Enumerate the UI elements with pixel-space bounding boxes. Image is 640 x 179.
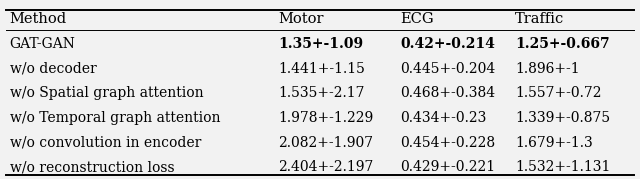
Text: 0.42+-0.214: 0.42+-0.214 <box>400 37 495 51</box>
Text: w/o Spatial graph attention: w/o Spatial graph attention <box>10 86 204 100</box>
Text: 1.339+-0.875: 1.339+-0.875 <box>515 111 611 125</box>
Text: 0.445+-0.204: 0.445+-0.204 <box>400 62 495 76</box>
Text: 2.404+-2.197: 2.404+-2.197 <box>278 160 374 174</box>
Text: Motor: Motor <box>278 12 324 26</box>
Text: w/o Temporal graph attention: w/o Temporal graph attention <box>10 111 220 125</box>
Text: 1.25+-0.667: 1.25+-0.667 <box>515 37 610 51</box>
Text: GAT-GAN: GAT-GAN <box>10 37 76 51</box>
Text: 1.679+-1.3: 1.679+-1.3 <box>515 136 593 150</box>
Text: 0.468+-0.384: 0.468+-0.384 <box>400 86 495 100</box>
Text: 1.35+-1.09: 1.35+-1.09 <box>278 37 364 51</box>
Text: 1.535+-2.17: 1.535+-2.17 <box>278 86 365 100</box>
Text: Method: Method <box>10 12 67 26</box>
Text: w/o decoder: w/o decoder <box>10 62 97 76</box>
Text: 1.557+-0.72: 1.557+-0.72 <box>515 86 602 100</box>
Text: 0.429+-0.221: 0.429+-0.221 <box>400 160 495 174</box>
Text: w/o reconstruction loss: w/o reconstruction loss <box>10 160 174 174</box>
Text: 1.896+-1: 1.896+-1 <box>515 62 580 76</box>
Text: w/o convolution in encoder: w/o convolution in encoder <box>10 136 201 150</box>
Text: 0.434+-0.23: 0.434+-0.23 <box>400 111 486 125</box>
Text: 1.441+-1.15: 1.441+-1.15 <box>278 62 365 76</box>
Text: 1.978+-1.229: 1.978+-1.229 <box>278 111 374 125</box>
Text: ECG: ECG <box>400 12 434 26</box>
Text: 1.532+-1.131: 1.532+-1.131 <box>515 160 611 174</box>
Text: 2.082+-1.907: 2.082+-1.907 <box>278 136 374 150</box>
Text: 0.454+-0.228: 0.454+-0.228 <box>400 136 495 150</box>
Text: Traffic: Traffic <box>515 12 564 26</box>
